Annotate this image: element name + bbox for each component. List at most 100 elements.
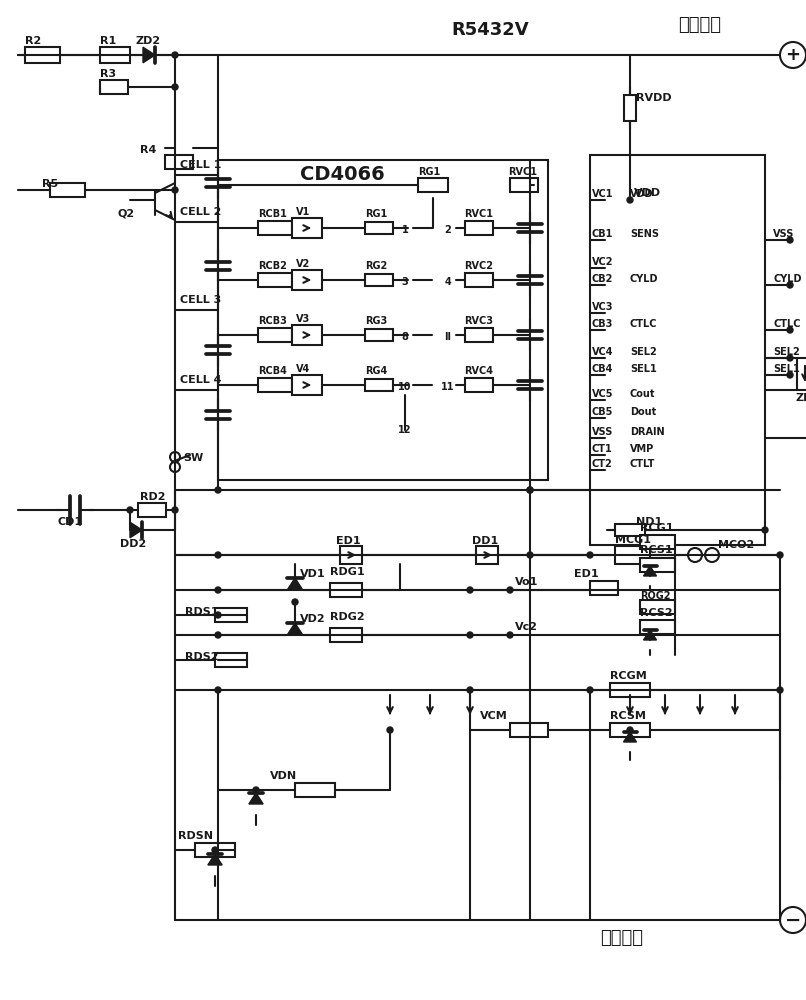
Text: VMP: VMP	[630, 444, 654, 454]
Text: VC1: VC1	[592, 189, 613, 199]
Polygon shape	[143, 47, 155, 63]
Text: SW: SW	[183, 453, 203, 463]
Text: DD1: DD1	[472, 536, 498, 546]
Bar	[465, 378, 493, 392]
Text: SEL1: SEL1	[630, 364, 657, 374]
Text: RG3: RG3	[365, 316, 387, 326]
Circle shape	[253, 787, 259, 793]
Bar	[465, 221, 493, 235]
Text: CD4066: CD4066	[300, 165, 384, 184]
Text: RVC4: RVC4	[464, 366, 493, 376]
Text: 2: 2	[445, 225, 451, 235]
Text: VD1: VD1	[300, 569, 326, 579]
Circle shape	[507, 587, 513, 593]
Text: R5: R5	[42, 179, 58, 189]
Text: 4: 4	[445, 277, 451, 287]
Bar	[640, 535, 675, 549]
Text: RD2: RD2	[140, 492, 165, 502]
Text: SENS: SENS	[630, 229, 659, 239]
Bar	[292, 375, 322, 395]
Text: Cout: Cout	[630, 389, 655, 399]
Bar	[292, 218, 322, 238]
Text: RG2: RG2	[365, 261, 387, 271]
Text: −: −	[785, 910, 801, 930]
Circle shape	[527, 552, 533, 558]
Text: CB5: CB5	[592, 407, 613, 417]
Bar	[640, 600, 675, 614]
Bar	[640, 620, 675, 634]
Text: ROG2: ROG2	[640, 591, 671, 601]
Text: V2: V2	[296, 259, 310, 269]
Bar	[258, 328, 292, 342]
Bar	[418, 178, 448, 192]
Bar	[330, 628, 362, 642]
Text: RCS2: RCS2	[640, 608, 673, 618]
Bar	[365, 274, 393, 286]
Bar	[615, 524, 645, 536]
Text: RVC3: RVC3	[464, 316, 493, 326]
Text: RDG1: RDG1	[330, 567, 364, 577]
Circle shape	[627, 197, 633, 203]
Text: RCS1: RCS1	[640, 545, 673, 555]
Bar	[615, 546, 650, 564]
Text: Vo1: Vo1	[515, 577, 538, 587]
Text: Q2: Q2	[118, 209, 135, 219]
Circle shape	[627, 727, 633, 733]
Circle shape	[292, 599, 298, 605]
Text: RDG2: RDG2	[330, 612, 364, 622]
Text: CELL 2: CELL 2	[180, 207, 222, 217]
Text: RG4: RG4	[365, 366, 387, 376]
Polygon shape	[287, 623, 303, 635]
Bar	[797, 358, 806, 390]
Text: RCB1: RCB1	[258, 209, 287, 219]
Text: MCG1: MCG1	[615, 535, 651, 545]
Text: VC3: VC3	[592, 302, 613, 312]
Bar	[365, 379, 393, 391]
Bar	[195, 843, 235, 857]
Text: 电池正极: 电池正极	[678, 16, 721, 34]
Circle shape	[527, 487, 533, 493]
Bar	[100, 80, 128, 94]
Text: 11: 11	[441, 382, 455, 392]
Circle shape	[787, 355, 793, 361]
Circle shape	[688, 548, 702, 562]
Circle shape	[172, 507, 178, 513]
Bar	[100, 47, 130, 63]
Text: VSS: VSS	[773, 229, 795, 239]
Bar	[258, 378, 292, 392]
Text: VDN: VDN	[270, 771, 297, 781]
Bar	[510, 178, 538, 192]
Bar	[138, 503, 166, 517]
Text: RG1: RG1	[418, 167, 440, 177]
Polygon shape	[208, 854, 222, 865]
Text: DRAIN: DRAIN	[630, 427, 665, 437]
Text: RVC1: RVC1	[508, 167, 537, 177]
Bar	[25, 47, 60, 63]
Bar	[365, 329, 393, 341]
Text: RDSN: RDSN	[178, 831, 213, 841]
Bar	[165, 155, 193, 169]
Circle shape	[780, 907, 806, 933]
Circle shape	[467, 687, 473, 693]
Text: ED1: ED1	[336, 536, 360, 546]
Text: CTLC: CTLC	[630, 319, 658, 329]
Text: RCSM: RCSM	[610, 711, 646, 721]
Circle shape	[527, 487, 533, 493]
Text: SEL2: SEL2	[630, 347, 657, 357]
Bar	[295, 783, 335, 797]
Text: V4: V4	[296, 364, 310, 374]
Text: CB4: CB4	[592, 364, 613, 374]
Text: CTLT: CTLT	[630, 459, 655, 469]
Circle shape	[215, 612, 221, 618]
Bar	[258, 221, 292, 235]
Text: CB3: CB3	[592, 319, 613, 329]
Text: RDS1: RDS1	[185, 607, 218, 617]
Circle shape	[777, 687, 783, 693]
Circle shape	[172, 52, 178, 58]
Circle shape	[215, 487, 221, 493]
Circle shape	[172, 84, 178, 90]
Circle shape	[387, 727, 393, 733]
Circle shape	[172, 187, 178, 193]
Text: R1: R1	[100, 36, 116, 46]
Circle shape	[170, 462, 180, 472]
